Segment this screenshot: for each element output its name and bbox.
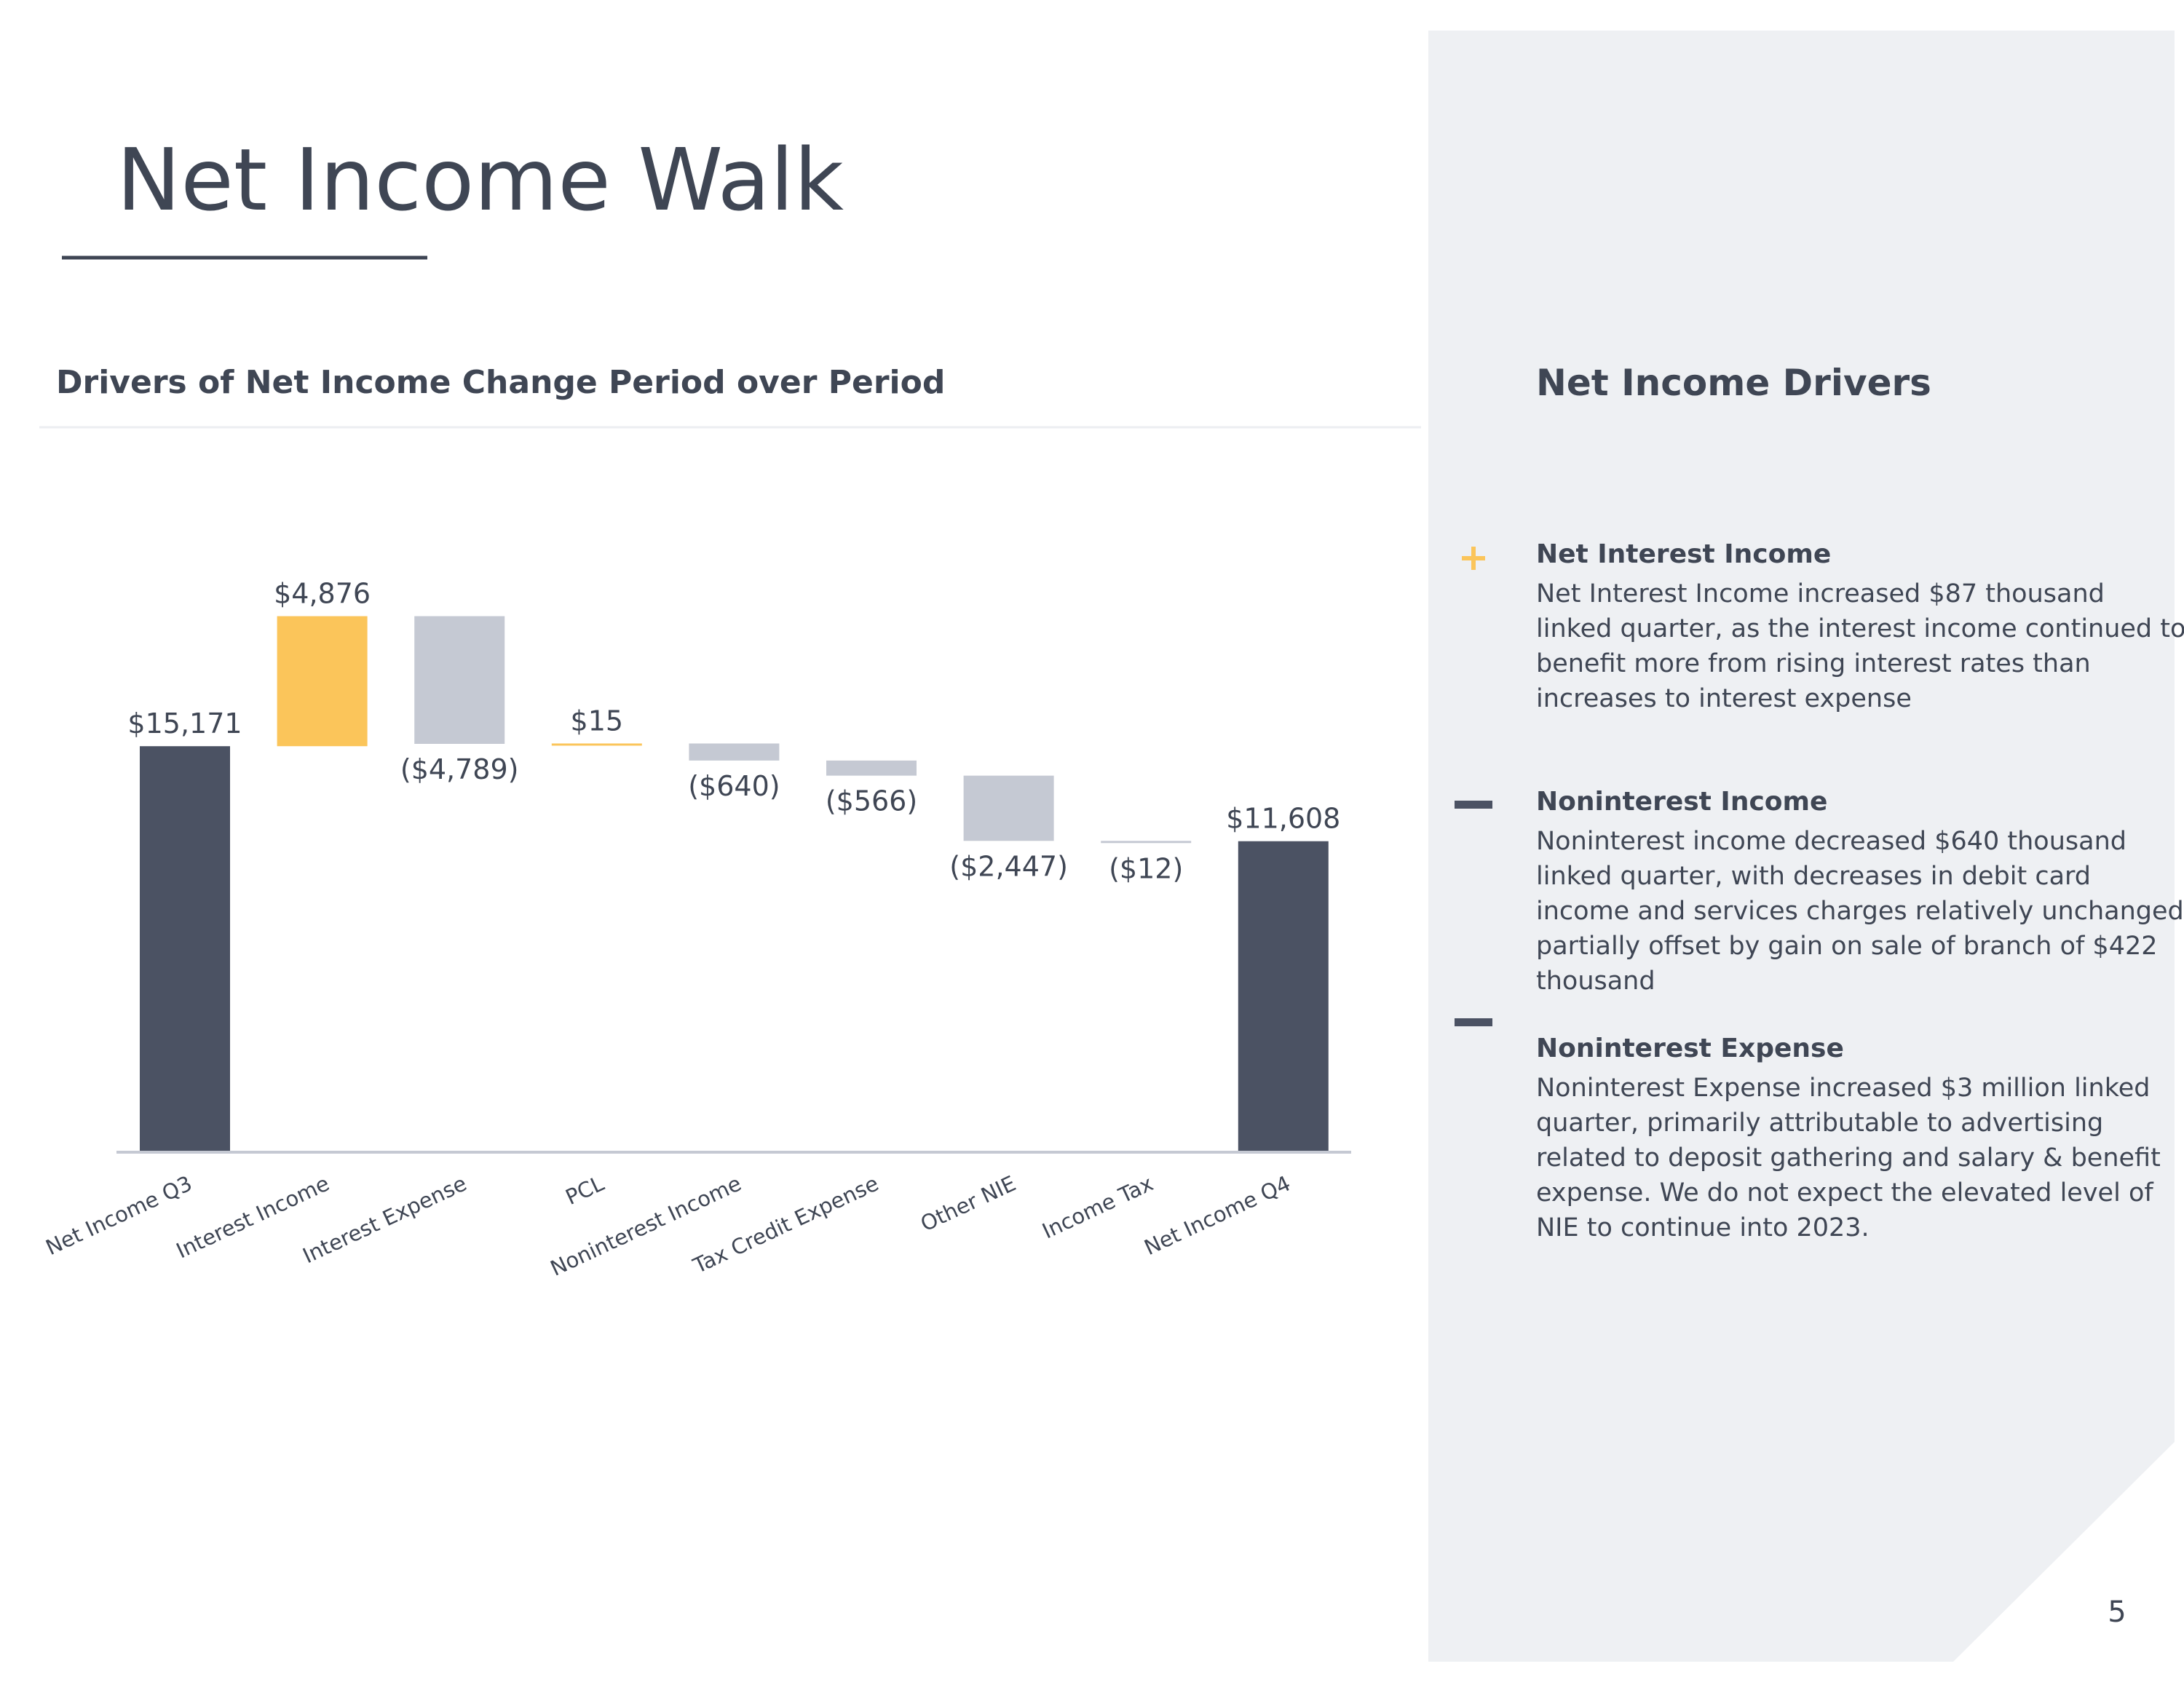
plus-icon [1462, 547, 1485, 570]
bar [277, 616, 368, 747]
slide-title: Net Income Walk [116, 130, 844, 230]
item-body: quarter, primarily attributable to adver… [1536, 1109, 2103, 1138]
bar [551, 743, 642, 746]
data-label: ($566) [826, 785, 917, 817]
item-heading: Net Interest Income [1536, 539, 1831, 569]
minus-icon [1455, 801, 1492, 809]
bar [826, 760, 917, 776]
data-label: ($640) [688, 770, 780, 802]
item-body: benefit more from rising interest rates … [1536, 649, 2091, 678]
sidebar-title: Net Income Drivers [1536, 362, 1931, 404]
data-label: $4,876 [274, 578, 371, 610]
item-body: income and services charges relatively u… [1536, 897, 2184, 926]
data-label: ($4,789) [400, 753, 519, 785]
item-body: NIE to continue into 2023. [1536, 1213, 1870, 1242]
item-body: linked quarter, with decreases in debit … [1536, 862, 2091, 891]
bar [1238, 841, 1329, 1151]
x-tick-label: Other NIE [917, 1171, 1019, 1237]
bar [963, 775, 1054, 841]
x-tick-label: PCL [562, 1171, 608, 1210]
item-body: increases to interest expense [1536, 684, 1912, 713]
item-body: Noninterest Expense increased $3 million… [1536, 1074, 2150, 1103]
bar [414, 616, 505, 745]
item-body: thousand [1536, 967, 1655, 996]
bar [140, 746, 230, 1151]
data-label: ($2,447) [949, 850, 1068, 882]
item-body: expense. We do not expect the elevated l… [1536, 1178, 2153, 1208]
item-body: Noninterest income decreased $640 thousa… [1536, 827, 2126, 856]
data-label: ($12) [1109, 852, 1183, 884]
data-label: $15 [571, 705, 624, 737]
item-body: Net Interest Income increased $87 thousa… [1536, 579, 2105, 608]
minus-icon [1455, 1018, 1492, 1026]
data-label: $15,171 [127, 707, 242, 740]
x-tick-label: Income Tax [1038, 1171, 1157, 1244]
page-number: 5 [2108, 1595, 2126, 1629]
bar [689, 743, 780, 761]
item-body: related to deposit gathering and salary … [1536, 1143, 2161, 1173]
chart-title: Drivers of Net Income Change Period over… [56, 364, 945, 401]
sidebar-panel [1428, 31, 2175, 1662]
item-heading: Noninterest Expense [1536, 1034, 1844, 1063]
item-body: linked quarter, as the interest income c… [1536, 614, 2184, 643]
x-tick-label: Net Income Q3 [42, 1171, 196, 1261]
bar [1101, 841, 1192, 844]
data-label: $11,608 [1226, 803, 1340, 835]
item-body: partially offset by gain on sale of bran… [1536, 932, 2158, 961]
item-heading: Noninterest Income [1536, 787, 1827, 817]
x-tick-label: Net Income Q4 [1140, 1171, 1294, 1261]
